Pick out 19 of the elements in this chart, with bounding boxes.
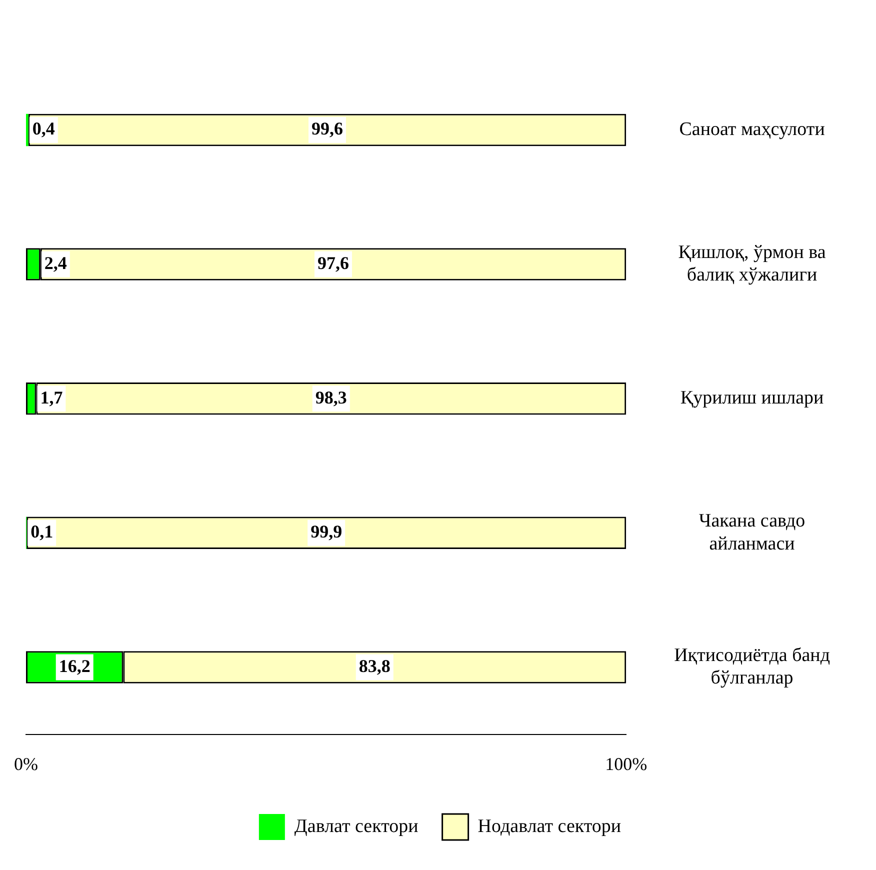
x-tick-label: 0% (14, 754, 38, 774)
data-label: 97,6 (317, 252, 349, 273)
legend-label: Нодавлат сектори (478, 816, 622, 837)
y-tick-label: Чакана савдо айланмаси (698, 510, 806, 554)
y-tick-label: Саноат маҳсулоти (679, 118, 825, 140)
data-label: 83,8 (358, 656, 390, 676)
x-tick-label: 100% (605, 754, 648, 774)
y-tick-label: Қурилиш ишлари (680, 388, 824, 409)
y-tick-label: Қишлоқ, ўрмон ва балиқ хўжалиги (678, 242, 826, 286)
legend-label: Давлат сектори (294, 816, 418, 837)
y-tick-label: Иқтисодиётда банд бўлганлар (674, 644, 830, 689)
data-label: 0,4 (32, 118, 55, 139)
data-label: 98,3 (315, 387, 347, 408)
data-label: 16,2 (58, 656, 90, 676)
data-label: 0,1 (30, 522, 54, 542)
data-label: 1,7 (40, 387, 63, 408)
data-label: 99,6 (311, 118, 343, 139)
data-label: 99,9 (310, 522, 342, 542)
data-label: 2,4 (44, 252, 67, 273)
